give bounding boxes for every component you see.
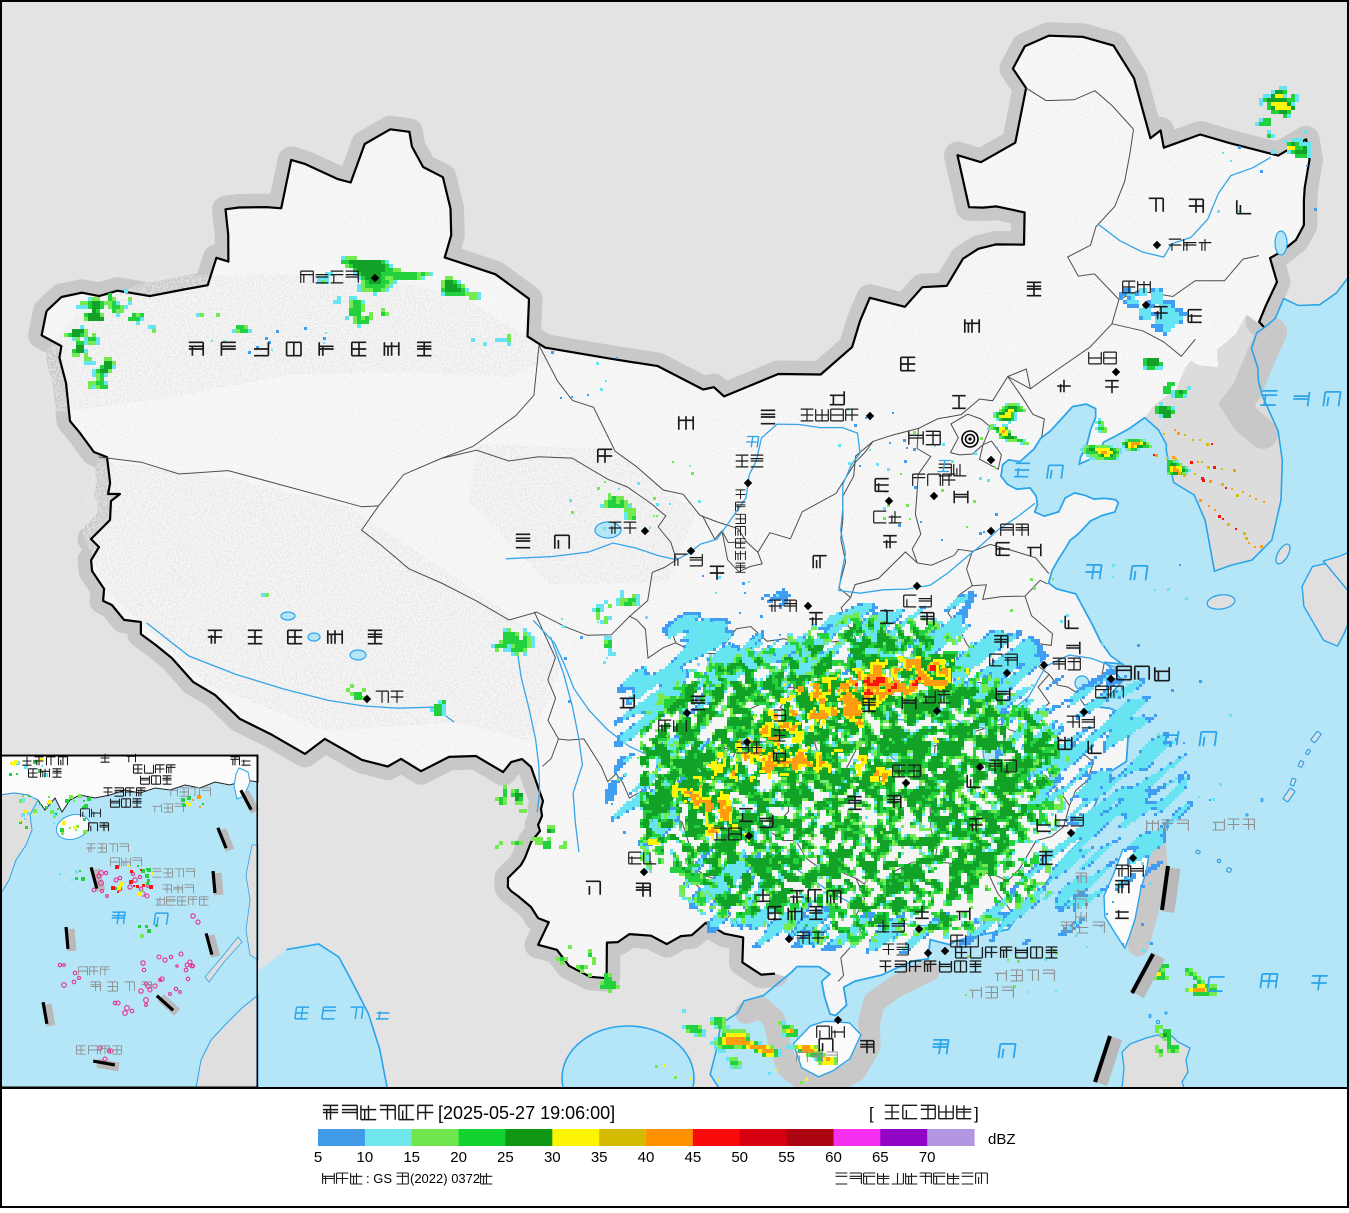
svg-text:10: 10 xyxy=(357,1149,374,1166)
svg-text:20: 20 xyxy=(450,1149,467,1166)
svg-text:25: 25 xyxy=(497,1149,514,1166)
svg-text:70: 70 xyxy=(919,1149,936,1166)
svg-text:55: 55 xyxy=(778,1149,795,1166)
svg-text:: GS: : GS xyxy=(366,1171,392,1186)
svg-text:65: 65 xyxy=(872,1149,889,1166)
svg-text:45: 45 xyxy=(685,1149,702,1166)
svg-text:[: [ xyxy=(869,1104,874,1123)
svg-text:35: 35 xyxy=(591,1149,608,1166)
svg-text:50: 50 xyxy=(731,1149,748,1166)
svg-text:]: ] xyxy=(974,1104,979,1123)
svg-text:dBZ: dBZ xyxy=(988,1131,1016,1148)
svg-text:[2025-05-27 19:06:00]: [2025-05-27 19:06:00] xyxy=(438,1103,615,1123)
svg-text:15: 15 xyxy=(403,1149,420,1166)
svg-text:30: 30 xyxy=(544,1149,561,1166)
svg-text:60: 60 xyxy=(825,1149,842,1166)
svg-text:5: 5 xyxy=(314,1149,322,1166)
svg-text:(2022) 0372: (2022) 0372 xyxy=(410,1171,480,1186)
svg-text:40: 40 xyxy=(638,1149,655,1166)
